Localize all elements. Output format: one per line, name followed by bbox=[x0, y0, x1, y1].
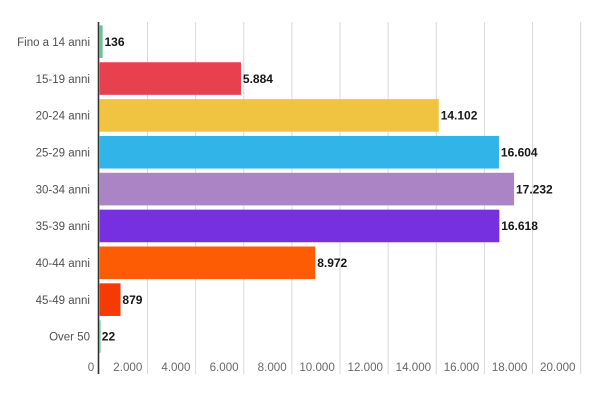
svg-text:18.000: 18.000 bbox=[492, 361, 527, 374]
svg-text:20.000: 20.000 bbox=[540, 361, 575, 374]
svg-text:12.000: 12.000 bbox=[348, 361, 383, 374]
svg-text:15-19 anni: 15-19 anni bbox=[36, 74, 90, 86]
svg-text:35-39 anni: 35-39 anni bbox=[36, 221, 90, 233]
svg-text:4.000: 4.000 bbox=[161, 361, 190, 374]
svg-text:10.000: 10.000 bbox=[299, 361, 334, 374]
svg-text:16.604: 16.604 bbox=[501, 145, 538, 159]
svg-text:14.102: 14.102 bbox=[441, 109, 478, 123]
svg-text:Over 50: Over 50 bbox=[49, 332, 90, 344]
svg-text:22: 22 bbox=[102, 330, 116, 344]
svg-text:20-24 anni: 20-24 anni bbox=[36, 111, 90, 123]
svg-text:Fino a 14 anni: Fino a 14 anni bbox=[17, 37, 90, 49]
svg-text:17.232: 17.232 bbox=[516, 182, 553, 196]
svg-text:40-44 anni: 40-44 anni bbox=[36, 258, 90, 270]
svg-text:25-29 anni: 25-29 anni bbox=[36, 147, 90, 159]
svg-text:14.000: 14.000 bbox=[396, 361, 431, 374]
svg-text:6.000: 6.000 bbox=[210, 361, 239, 374]
svg-text:8.000: 8.000 bbox=[258, 361, 287, 374]
svg-text:5.884: 5.884 bbox=[243, 72, 273, 86]
svg-text:879: 879 bbox=[122, 293, 142, 307]
svg-text:30-34 anni: 30-34 anni bbox=[36, 184, 90, 196]
svg-text:2.000: 2.000 bbox=[113, 361, 142, 374]
svg-text:16.000: 16.000 bbox=[444, 361, 479, 374]
svg-text:0: 0 bbox=[88, 361, 94, 374]
svg-text:136: 136 bbox=[105, 35, 125, 49]
svg-text:8.972: 8.972 bbox=[317, 256, 347, 270]
svg-text:45-49 anni: 45-49 anni bbox=[36, 295, 90, 307]
svg-text:16.618: 16.618 bbox=[501, 219, 538, 233]
